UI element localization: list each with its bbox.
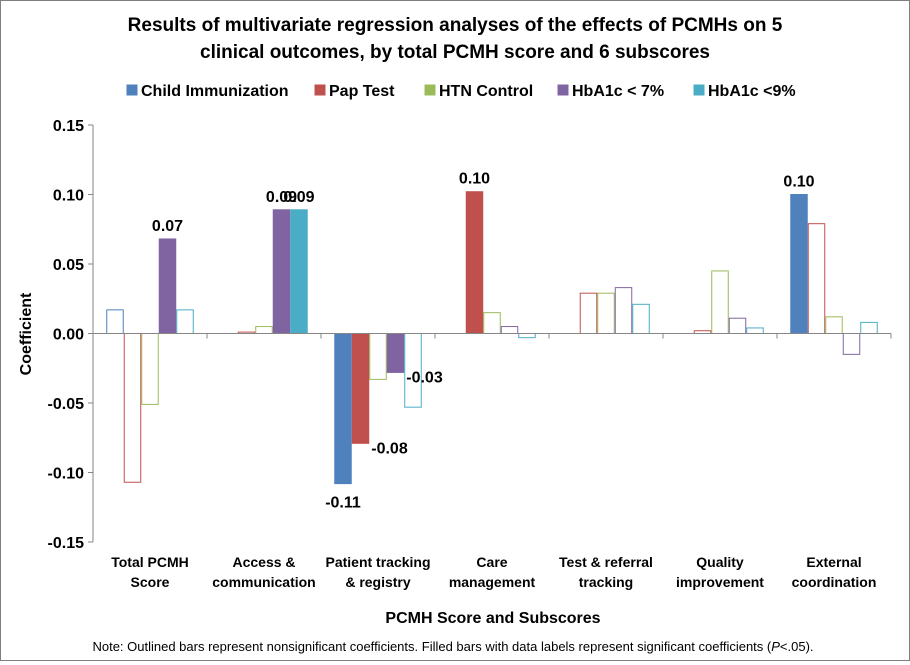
series-1 — [123, 191, 826, 483]
chart-note: Note: Outlined bars represent nonsignifi… — [92, 639, 813, 654]
x-category-label: coordination — [792, 574, 877, 590]
legend-label: HTN Control — [439, 83, 533, 100]
legend-label: Child Immunization — [141, 83, 289, 100]
data-label: 0.07 — [152, 218, 183, 235]
bar — [579, 292, 598, 335]
bar — [746, 327, 764, 335]
bar — [790, 194, 808, 334]
plot-area: 0.15 0.10 0.05 0.00 -0.05 -0.10 -0.15 -0.11 0.10… — [48, 118, 892, 590]
bar — [123, 333, 142, 483]
x-category-label: Total PCMH — [111, 554, 189, 570]
x-category-label: Test & referral — [559, 554, 653, 570]
bar — [807, 223, 826, 334]
y-tick-label: 0.05 — [53, 257, 84, 274]
x-category-label: Patient tracking — [325, 554, 430, 570]
chart-title-line-2: clinical outcomes, by total PCMH score a… — [200, 42, 710, 63]
chart-title: Results of multivariate regression analy… — [128, 15, 783, 63]
series-4 — [176, 209, 878, 408]
x-category-label: Score — [131, 574, 170, 590]
y-tick-label: -0.05 — [48, 396, 85, 413]
bar — [483, 312, 501, 334]
legend-swatch — [314, 84, 326, 96]
note-prefix: Note: Outlined bars represent nonsignifi… — [92, 639, 771, 654]
bar — [255, 326, 273, 334]
bar — [334, 333, 352, 485]
y-axis-title: Coefficient — [18, 292, 35, 375]
bar — [465, 191, 484, 334]
x-category-label: Quality — [696, 554, 744, 570]
x-axis-title: PCMH Score and Subscores — [385, 610, 600, 627]
chart-title-line-1: Results of multivariate regression analy… — [128, 15, 783, 36]
legend-label: HbA1c < 7% — [572, 83, 664, 100]
bar — [825, 316, 843, 335]
bar — [614, 287, 633, 335]
bar — [158, 238, 177, 334]
series-2 — [141, 270, 843, 405]
data-label: 0.09 — [266, 189, 297, 206]
y-tick-label: 0.10 — [53, 188, 84, 205]
x-category-label: improvement — [676, 574, 764, 590]
x-category-label: External — [806, 554, 861, 570]
bar — [711, 270, 729, 335]
legend-swatch — [424, 84, 436, 96]
y-tick-label: -0.15 — [48, 535, 85, 552]
y-tick-label: 0.15 — [53, 118, 84, 135]
series-3 — [158, 209, 861, 373]
x-category-label: communication — [212, 574, 315, 590]
y-tick-label: 0.00 — [53, 327, 84, 344]
bar — [386, 333, 405, 373]
data-label: 0.09 — [283, 189, 314, 206]
bar — [369, 333, 387, 380]
legend: Child Immunization Pap Test HTN Control HbA… — [126, 83, 796, 100]
legend-swatch — [126, 84, 138, 96]
bar — [597, 292, 615, 335]
note-suffix: <.05). — [780, 639, 814, 654]
legend-swatch — [557, 84, 569, 96]
series-0 — [106, 194, 808, 485]
y-tick-label: -0.10 — [48, 466, 85, 483]
legend-item: Pap Test — [314, 83, 395, 100]
data-label: -0.08 — [371, 440, 408, 457]
bar — [518, 333, 536, 339]
data-label: -0.03 — [406, 369, 443, 386]
bar — [728, 317, 747, 334]
legend-item: HbA1c < 7% — [557, 83, 664, 100]
x-category-label: Care — [476, 554, 507, 570]
data-label: 0.10 — [783, 174, 814, 191]
bar — [632, 303, 650, 334]
x-category-label: management — [449, 574, 536, 590]
legend-swatch — [693, 84, 705, 96]
x-category-label: Access & — [232, 554, 295, 570]
legend-item: HbA1c <9% — [693, 83, 796, 100]
legend-label: Pap Test — [329, 83, 395, 100]
bar — [106, 309, 124, 334]
data-label: 0.10 — [459, 171, 490, 188]
bar — [842, 333, 861, 355]
bar — [272, 209, 291, 334]
x-category-label: & registry — [345, 574, 411, 590]
note-italic: P — [771, 639, 780, 654]
data-label: -0.11 — [325, 495, 361, 512]
bar — [500, 326, 519, 334]
legend-item: HTN Control — [424, 83, 533, 100]
bar — [351, 333, 370, 444]
bar — [860, 321, 878, 335]
bar — [176, 309, 194, 334]
legend-item: Child Immunization — [126, 83, 289, 100]
legend-label: HbA1c <9% — [708, 83, 796, 100]
bar — [141, 333, 159, 405]
bar — [290, 209, 308, 334]
x-category-label: tracking — [579, 574, 633, 590]
